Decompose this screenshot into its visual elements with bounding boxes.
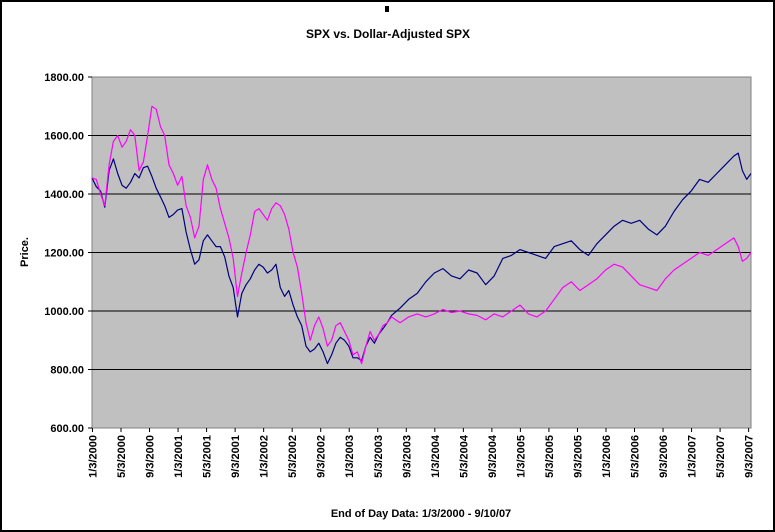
x-tick-label: 9/3/2007	[744, 435, 756, 478]
x-tick-label: 1/3/2001	[173, 435, 185, 478]
chart-title: SPX vs. Dollar-Adjusted SPX	[306, 27, 470, 41]
y-tick-label: 800.00	[50, 365, 84, 377]
x-tick-label: 1/3/2004	[430, 434, 442, 478]
x-tick-label: 5/3/2004	[458, 434, 470, 478]
x-axis-label: End of Day Data: 1/3/2000 - 9/10/07	[331, 508, 511, 520]
x-tick-label: 1/3/2007	[687, 435, 699, 478]
y-tick-label: 1800.00	[44, 72, 84, 84]
x-tick-label: 9/3/2005	[572, 435, 584, 478]
y-tick-label: 1400.00	[44, 189, 84, 201]
x-tick-label: 5/3/2003	[373, 435, 385, 478]
x-tick-label: 9/3/2002	[316, 435, 328, 478]
series-line-magenta	[91, 152, 752, 365]
x-tick-label: 1/3/2000	[87, 435, 99, 478]
x-tick-label: 5/3/2007	[715, 435, 727, 478]
x-tick-label: 9/3/2001	[230, 435, 242, 478]
y-axis-ticks: 600.00 800.00 1000.00 1200.00 1400.00 1600.00…	[44, 72, 92, 435]
x-tick-label: 1/3/2002	[259, 435, 271, 478]
series-line-navy	[91, 105, 752, 365]
x-tick-label: 5/3/2002	[287, 435, 299, 478]
y-tick-label: 1200.00	[44, 248, 84, 260]
x-tick-label: 1/3/2003	[344, 435, 356, 478]
top-marker	[385, 6, 389, 12]
x-axis-ticks: 1/3/2000 5/3/2000 9/3/2000 1/3/2001 5/3/2001…	[87, 428, 756, 478]
x-tick-label: 9/3/2003	[401, 435, 413, 478]
x-tick-label: 1/3/2006	[601, 435, 613, 478]
x-tick-label: 5/3/2005	[544, 435, 556, 478]
y-tick-label: 1600.00	[44, 131, 84, 143]
x-tick-label: 9/3/2004	[487, 434, 499, 478]
plot-area	[91, 76, 752, 429]
y-tick-label: 1000.00	[44, 306, 84, 318]
y-tick-label: 600.00	[50, 423, 84, 435]
x-tick-label: 5/3/2006	[630, 435, 642, 478]
y-axis-label: Price.	[19, 237, 31, 267]
x-tick-label: 9/3/2006	[658, 435, 670, 478]
x-tick-label: 5/3/2001	[202, 435, 214, 478]
x-tick-label: 9/3/2000	[145, 435, 157, 478]
x-tick-label: 1/3/2005	[515, 435, 527, 478]
x-tick-label: 5/3/2000	[116, 435, 128, 478]
series-group	[91, 105, 752, 365]
